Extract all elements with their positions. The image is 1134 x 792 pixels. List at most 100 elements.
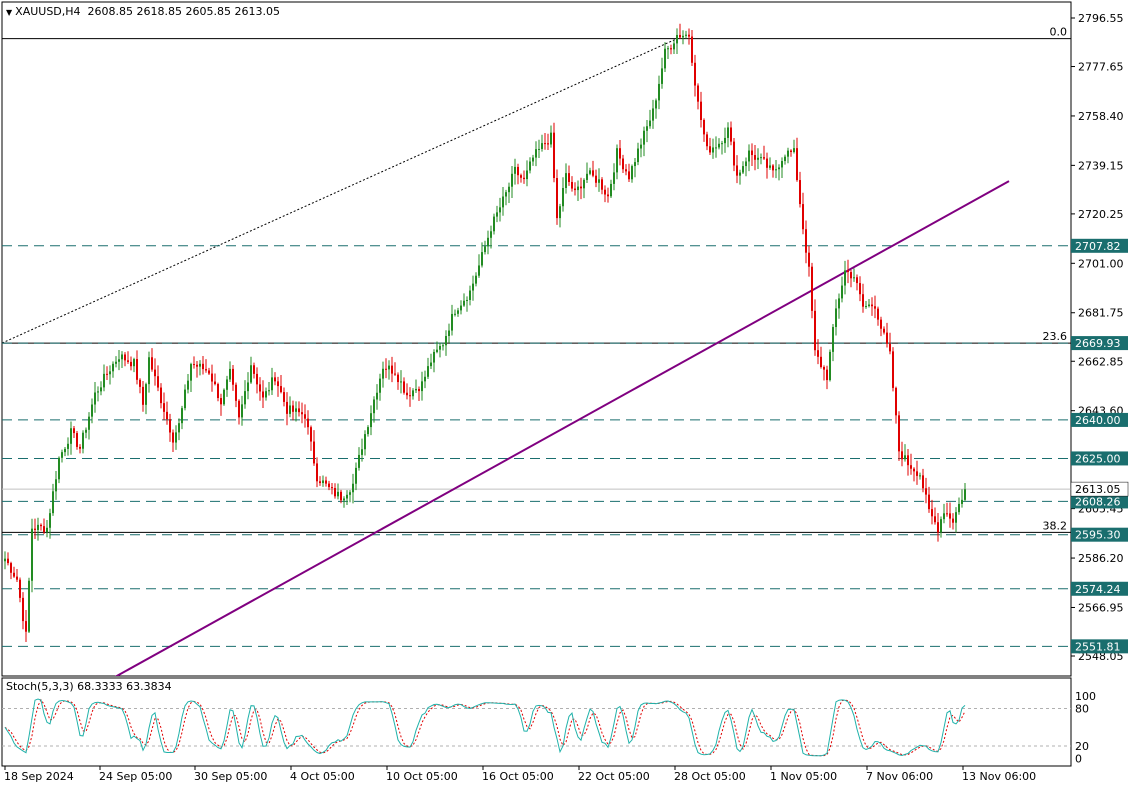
candle-body	[226, 379, 228, 390]
fib-level-label: 38.2	[1043, 519, 1068, 532]
candle-body	[955, 512, 957, 523]
candle-body	[337, 491, 339, 497]
candle-body	[289, 405, 291, 414]
candle-body	[586, 173, 588, 180]
candle-body	[739, 172, 741, 176]
candle-body	[565, 173, 567, 188]
price-tick-label: 2662.85	[1078, 355, 1124, 368]
candle-body	[292, 405, 294, 412]
price-tick-label: 2586.20	[1078, 552, 1124, 565]
candle-body	[688, 34, 690, 37]
candle-body	[670, 48, 672, 50]
candle-body	[160, 387, 162, 404]
candle-body	[244, 391, 246, 405]
candle-body	[262, 391, 264, 398]
candle-body	[625, 169, 627, 172]
candle-body	[901, 451, 903, 460]
candle-body	[454, 313, 456, 315]
candle-body	[664, 48, 666, 69]
candle-body	[898, 415, 900, 452]
candle-body	[952, 518, 954, 523]
candle-body	[769, 165, 771, 168]
candle-body	[889, 343, 891, 352]
candle-body	[931, 509, 933, 517]
candle-body	[580, 186, 582, 189]
symbol-dropdown-icon[interactable]: ▼	[6, 8, 13, 17]
candle-body	[892, 351, 894, 388]
candle-body	[361, 449, 363, 455]
candle-body	[727, 127, 729, 138]
candle-body	[427, 366, 429, 377]
candle-body	[640, 144, 642, 149]
level-tag-bg	[1071, 238, 1128, 253]
candle-body	[28, 580, 30, 632]
level-price-tag: 2625.00	[1071, 451, 1128, 466]
candle-body	[475, 275, 477, 284]
candle-body	[352, 483, 354, 493]
candle-body	[958, 503, 960, 513]
candle-body	[88, 416, 90, 430]
candle-body	[313, 441, 315, 464]
candle-body	[865, 306, 867, 308]
candle-body	[895, 387, 897, 416]
candle-body	[661, 68, 663, 84]
candle-body	[136, 359, 138, 380]
candle-body	[751, 150, 753, 156]
symbol-ohlc-label: ▼ XAUUSD,H4 2608.85 2618.85 2605.85 2613.…	[6, 5, 280, 18]
candle-body	[544, 143, 546, 145]
candle-body	[265, 391, 267, 398]
candle-body	[7, 558, 9, 564]
fib-level-label: 0.0	[1050, 26, 1068, 39]
candle-body	[844, 270, 846, 286]
candle-body	[679, 34, 681, 38]
candle-body	[778, 167, 780, 170]
ohlc-low: 2605.85	[185, 5, 232, 18]
candle-body	[835, 308, 837, 328]
candle-body	[817, 350, 819, 357]
candle-body	[622, 158, 624, 170]
candle-body	[508, 186, 510, 193]
candle-body	[280, 386, 282, 393]
candle-body	[943, 513, 945, 520]
candle-body	[472, 283, 474, 291]
candle-body	[343, 498, 345, 501]
candle-body	[112, 363, 114, 372]
candle-body	[442, 345, 444, 347]
candle-body	[643, 130, 645, 145]
candle-body	[904, 455, 906, 460]
candle-body	[82, 432, 84, 449]
candle-body	[877, 308, 879, 320]
candle-body	[721, 143, 723, 145]
candle-body	[775, 169, 777, 171]
candle-body	[64, 448, 66, 453]
candle-body	[268, 390, 270, 392]
level-price-tag: 2707.82	[1071, 238, 1128, 253]
level-tag-text: 2640.00	[1075, 414, 1121, 427]
candle-body	[499, 207, 501, 213]
candle-body	[220, 398, 222, 405]
candle-body	[562, 187, 564, 207]
candle-body	[49, 513, 51, 528]
candle-body	[715, 147, 717, 149]
candle-body	[379, 378, 381, 393]
candle-body	[31, 528, 33, 581]
candle-body	[928, 494, 930, 510]
candle-body	[922, 475, 924, 489]
candle-body	[619, 148, 621, 159]
candle-body	[229, 368, 231, 380]
candle-body	[631, 166, 633, 180]
candle-body	[397, 374, 399, 383]
candle-body	[247, 382, 249, 392]
candle-body	[37, 524, 39, 530]
level-tag-bg	[1071, 581, 1128, 596]
stochastic-label: Stoch(5,3,3) 68.3333 63.3834	[6, 680, 172, 693]
time-tick-label: 7 Nov 06:00	[866, 770, 933, 783]
candle-body	[808, 252, 810, 267]
level-price-tag: 2551.81	[1071, 639, 1128, 654]
candle-body	[577, 186, 579, 191]
price-tick-label: 2796.55	[1078, 12, 1124, 25]
candle-body	[376, 392, 378, 400]
candles	[4, 23, 966, 642]
candle-body	[391, 365, 393, 374]
